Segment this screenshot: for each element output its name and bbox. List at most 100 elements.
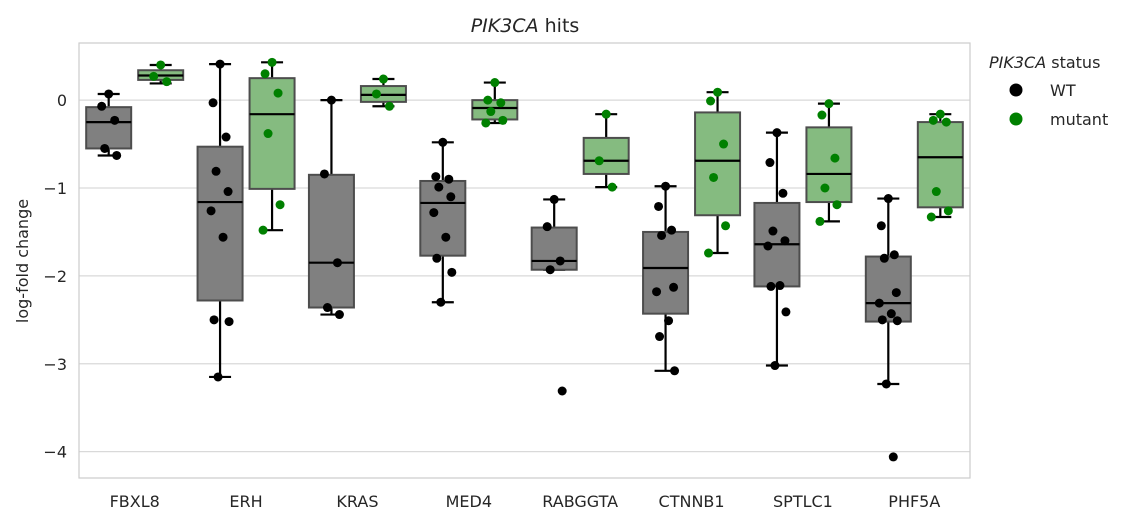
data-point [594, 156, 604, 166]
legend-title: PIK3CA status [989, 53, 1100, 72]
data-point [555, 256, 565, 266]
data-point [721, 221, 731, 231]
data-point [97, 101, 107, 111]
data-point [209, 315, 219, 325]
data-point [112, 150, 122, 160]
box-mutant-med4 [471, 81, 519, 125]
data-point [935, 109, 945, 119]
data-point [657, 230, 667, 240]
legend: PIK3CA status WT mutant [989, 53, 1108, 129]
box-iqr [805, 126, 853, 204]
data-point [815, 216, 825, 226]
data-point [258, 225, 268, 235]
data-point [704, 248, 714, 258]
data-point [888, 452, 898, 462]
data-point [432, 253, 442, 263]
data-point [883, 194, 893, 204]
data-point [765, 158, 775, 168]
data-point [928, 115, 938, 125]
box-wt-phf5a [864, 197, 912, 386]
data-point [378, 74, 388, 84]
box-wt-ctnnb1 [642, 185, 690, 372]
data-point [224, 317, 234, 327]
y-tick-label: −1 [43, 179, 67, 198]
data-point [877, 315, 887, 325]
data-point [542, 222, 552, 232]
data-point [438, 137, 448, 147]
data-point [486, 107, 496, 117]
data-point [206, 206, 216, 216]
x-tick-label: SPTLC1 [773, 492, 833, 511]
data-point [447, 267, 457, 277]
x-tick-label: MED4 [446, 492, 492, 511]
data-point [941, 117, 951, 127]
legend-marker-wt [1009, 83, 1023, 97]
points [97, 57, 953, 462]
data-point [876, 221, 886, 231]
box-iqr [85, 106, 133, 150]
data-point [664, 316, 674, 326]
y-axis-label: log-fold change [13, 199, 32, 323]
box-wt-fbxl8 [85, 92, 133, 157]
data-point [607, 182, 617, 192]
data-point [709, 172, 719, 182]
x-tick-label: KRAS [336, 492, 378, 511]
data-point [778, 188, 788, 198]
data-point [223, 187, 233, 197]
data-point [208, 98, 218, 108]
data-point [436, 297, 446, 307]
data-point [601, 109, 611, 119]
data-point [481, 118, 491, 128]
data-point [334, 310, 344, 320]
data-point [669, 282, 679, 292]
data-point [483, 95, 493, 105]
data-point [162, 77, 172, 87]
data-point [817, 110, 827, 120]
box-iqr [196, 145, 244, 302]
data-point [654, 201, 664, 211]
data-point [322, 303, 332, 313]
box-iqr [530, 226, 578, 271]
x-tick-label: PHF5A [888, 492, 940, 511]
data-point [830, 153, 840, 163]
data-point [824, 99, 834, 109]
data-point [881, 379, 891, 389]
data-point [267, 57, 277, 67]
data-point [263, 129, 273, 139]
data-point [498, 115, 508, 125]
data-point [444, 174, 454, 184]
legend-marker-mutant [1009, 112, 1023, 126]
data-point [713, 87, 723, 97]
data-point [719, 139, 729, 149]
y-tick-label: −2 [43, 267, 67, 286]
data-point [371, 89, 381, 99]
data-point [156, 60, 166, 70]
data-point [441, 232, 451, 242]
box-mutant-phf5a [916, 113, 964, 219]
y-tick-labels: −4 −3 −2 −1 0 [43, 91, 67, 462]
data-point [931, 187, 941, 197]
data-point [706, 96, 716, 106]
data-point [652, 287, 662, 297]
data-point [766, 281, 776, 291]
y-tick-label: −3 [43, 355, 67, 374]
data-point [874, 298, 884, 308]
data-point [891, 288, 901, 298]
data-point [332, 258, 342, 268]
x-tick-label: ERH [229, 492, 262, 511]
box-iqr [694, 111, 742, 217]
x-tick-label: FBXL8 [110, 492, 160, 511]
box-wt-med4 [419, 141, 467, 304]
chart-title: PIK3CA hits [471, 15, 580, 37]
plot-frame [78, 42, 971, 479]
data-point [429, 208, 439, 218]
data-point [770, 361, 780, 371]
y-tick-label: −4 [43, 443, 67, 462]
box-mutant-rabggta [582, 113, 630, 189]
data-point [780, 236, 790, 246]
data-point [820, 183, 830, 193]
y-tick-label: 0 [57, 91, 67, 110]
box-wt-rabggta [530, 198, 578, 271]
data-point [781, 307, 791, 317]
